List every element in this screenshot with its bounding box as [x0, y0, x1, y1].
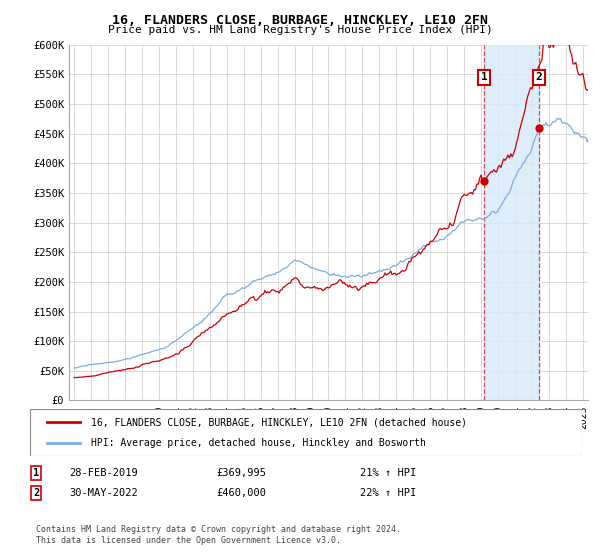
Text: 16, FLANDERS CLOSE, BURBAGE, HINCKLEY, LE10 2FN (detached house): 16, FLANDERS CLOSE, BURBAGE, HINCKLEY, L…	[91, 417, 467, 427]
Text: 30-MAY-2022: 30-MAY-2022	[69, 488, 138, 498]
Text: 2: 2	[33, 488, 39, 498]
Text: 2: 2	[536, 72, 542, 82]
Text: 21% ↑ HPI: 21% ↑ HPI	[360, 468, 416, 478]
Bar	[484, 45, 539, 400]
Text: Contains HM Land Registry data © Crown copyright and database right 2024.
This d: Contains HM Land Registry data © Crown c…	[36, 525, 401, 545]
Text: £369,995: £369,995	[216, 468, 266, 478]
Text: HPI: Average price, detached house, Hinckley and Bosworth: HPI: Average price, detached house, Hinc…	[91, 438, 425, 448]
Text: 1: 1	[481, 72, 487, 82]
Text: 1: 1	[33, 468, 39, 478]
Text: Price paid vs. HM Land Registry's House Price Index (HPI): Price paid vs. HM Land Registry's House …	[107, 25, 493, 35]
Text: 16, FLANDERS CLOSE, BURBAGE, HINCKLEY, LE10 2FN: 16, FLANDERS CLOSE, BURBAGE, HINCKLEY, L…	[112, 14, 488, 27]
Text: 22% ↑ HPI: 22% ↑ HPI	[360, 488, 416, 498]
Text: 28-FEB-2019: 28-FEB-2019	[69, 468, 138, 478]
FancyBboxPatch shape	[30, 409, 582, 456]
Text: £460,000: £460,000	[216, 488, 266, 498]
